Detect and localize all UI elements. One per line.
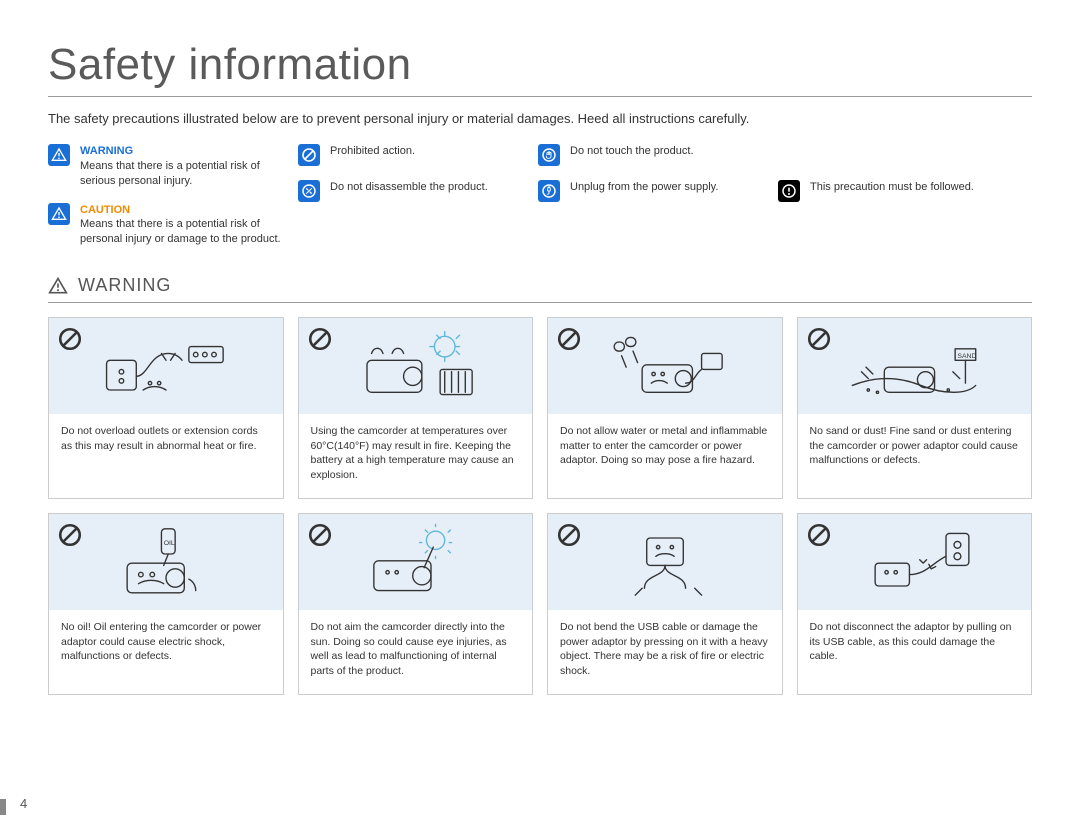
legend-must-follow-text: This precaution must be followed.: [810, 180, 974, 195]
card-text: No oil! Oil entering the camcorder or po…: [49, 610, 283, 694]
must-follow-icon: [778, 180, 800, 202]
legend-prohibited: Prohibited action.: [298, 144, 538, 166]
illus-sun: [345, 522, 485, 602]
legend-must-follow: This precaution must be followed.: [778, 180, 1018, 202]
prohibit-icon: [307, 326, 333, 352]
legend-warning-label: WARNING: [80, 144, 298, 159]
illus-sand-dust: [844, 326, 984, 406]
card-text: Do not disconnect the adaptor by pulling…: [798, 610, 1032, 694]
warning-grid: Do not overload outlets or extension cor…: [48, 317, 1032, 695]
page-title: Safety information: [48, 40, 1032, 90]
legend-prohibited-text: Prohibited action.: [330, 144, 415, 159]
prohibit-icon: [57, 522, 83, 548]
page-edge-mark: [0, 799, 6, 815]
prohibited-icon: [298, 144, 320, 166]
prohibit-icon: [307, 522, 333, 548]
illus-pull-cable: [844, 522, 984, 602]
legend-no-disassemble-text: Do not disassemble the product.: [330, 180, 488, 195]
legend-no-touch: Do not touch the product.: [538, 144, 778, 166]
legend-warning-text: Means that there is a potential risk of …: [80, 160, 260, 187]
card-text: Using the camcorder at temperatures over…: [299, 414, 533, 498]
illus-water-metal: [595, 326, 735, 406]
illus-oil: [96, 522, 236, 602]
prohibit-icon: [556, 522, 582, 548]
card-oil: No oil! Oil entering the camcorder or po…: [48, 513, 284, 695]
card-cable-bend: Do not bend the USB cable or damage the …: [547, 513, 783, 695]
card-heat: Using the camcorder at temperatures over…: [298, 317, 534, 499]
prohibit-icon: [57, 326, 83, 352]
card-water: Do not allow water or metal and inflamma…: [547, 317, 783, 499]
illus-bend-cable: [595, 522, 735, 602]
page: Safety information The safety precaution…: [0, 0, 1080, 695]
legend-caution-text: Means that there is a potential risk of …: [80, 218, 281, 245]
prohibit-icon: [806, 326, 832, 352]
legend-caution-label: CAUTION: [80, 203, 298, 218]
legend: WARNING Means that there is a potential …: [48, 144, 1032, 247]
legend-caution: CAUTION Means that there is a potential …: [48, 203, 298, 248]
section-heading: WARNING: [48, 275, 1032, 303]
page-number: 4: [20, 796, 27, 811]
card-text: Do not allow water or metal and inflamma…: [548, 414, 782, 498]
no-disassemble-icon: [298, 180, 320, 202]
legend-unplug-text: Unplug from the power supply.: [570, 180, 718, 195]
legend-warning: WARNING Means that there is a potential …: [48, 144, 298, 189]
legend-unplug: Unplug from the power supply.: [538, 180, 778, 202]
legend-no-disassemble: Do not disassemble the product.: [298, 180, 538, 202]
section-heading-text: WARNING: [78, 275, 171, 296]
warning-triangle-icon: [48, 144, 70, 166]
title-rule: [48, 96, 1032, 97]
legend-no-touch-text: Do not touch the product.: [570, 144, 694, 159]
card-text: No sand or dust! Fine sand or dust enter…: [798, 414, 1032, 498]
no-touch-icon: [538, 144, 560, 166]
warning-section-icon: [48, 276, 68, 296]
card-text: Do not overload outlets or extension cor…: [49, 414, 283, 498]
illus-high-temperature: [345, 326, 485, 406]
caution-triangle-icon: [48, 203, 70, 225]
card-cable-pull: Do not disconnect the adaptor by pulling…: [797, 513, 1033, 695]
card-text: Do not aim the camcorder directly into t…: [299, 610, 533, 694]
card-overload: Do not overload outlets or extension cor…: [48, 317, 284, 499]
unplug-icon: [538, 180, 560, 202]
prohibit-icon: [556, 326, 582, 352]
card-sand: No sand or dust! Fine sand or dust enter…: [797, 317, 1033, 499]
illus-overload-outlet: [96, 326, 236, 406]
card-sun: Do not aim the camcorder directly into t…: [298, 513, 534, 695]
prohibit-icon: [806, 522, 832, 548]
intro-text: The safety precautions illustrated below…: [48, 111, 1032, 126]
card-text: Do not bend the USB cable or damage the …: [548, 610, 782, 694]
